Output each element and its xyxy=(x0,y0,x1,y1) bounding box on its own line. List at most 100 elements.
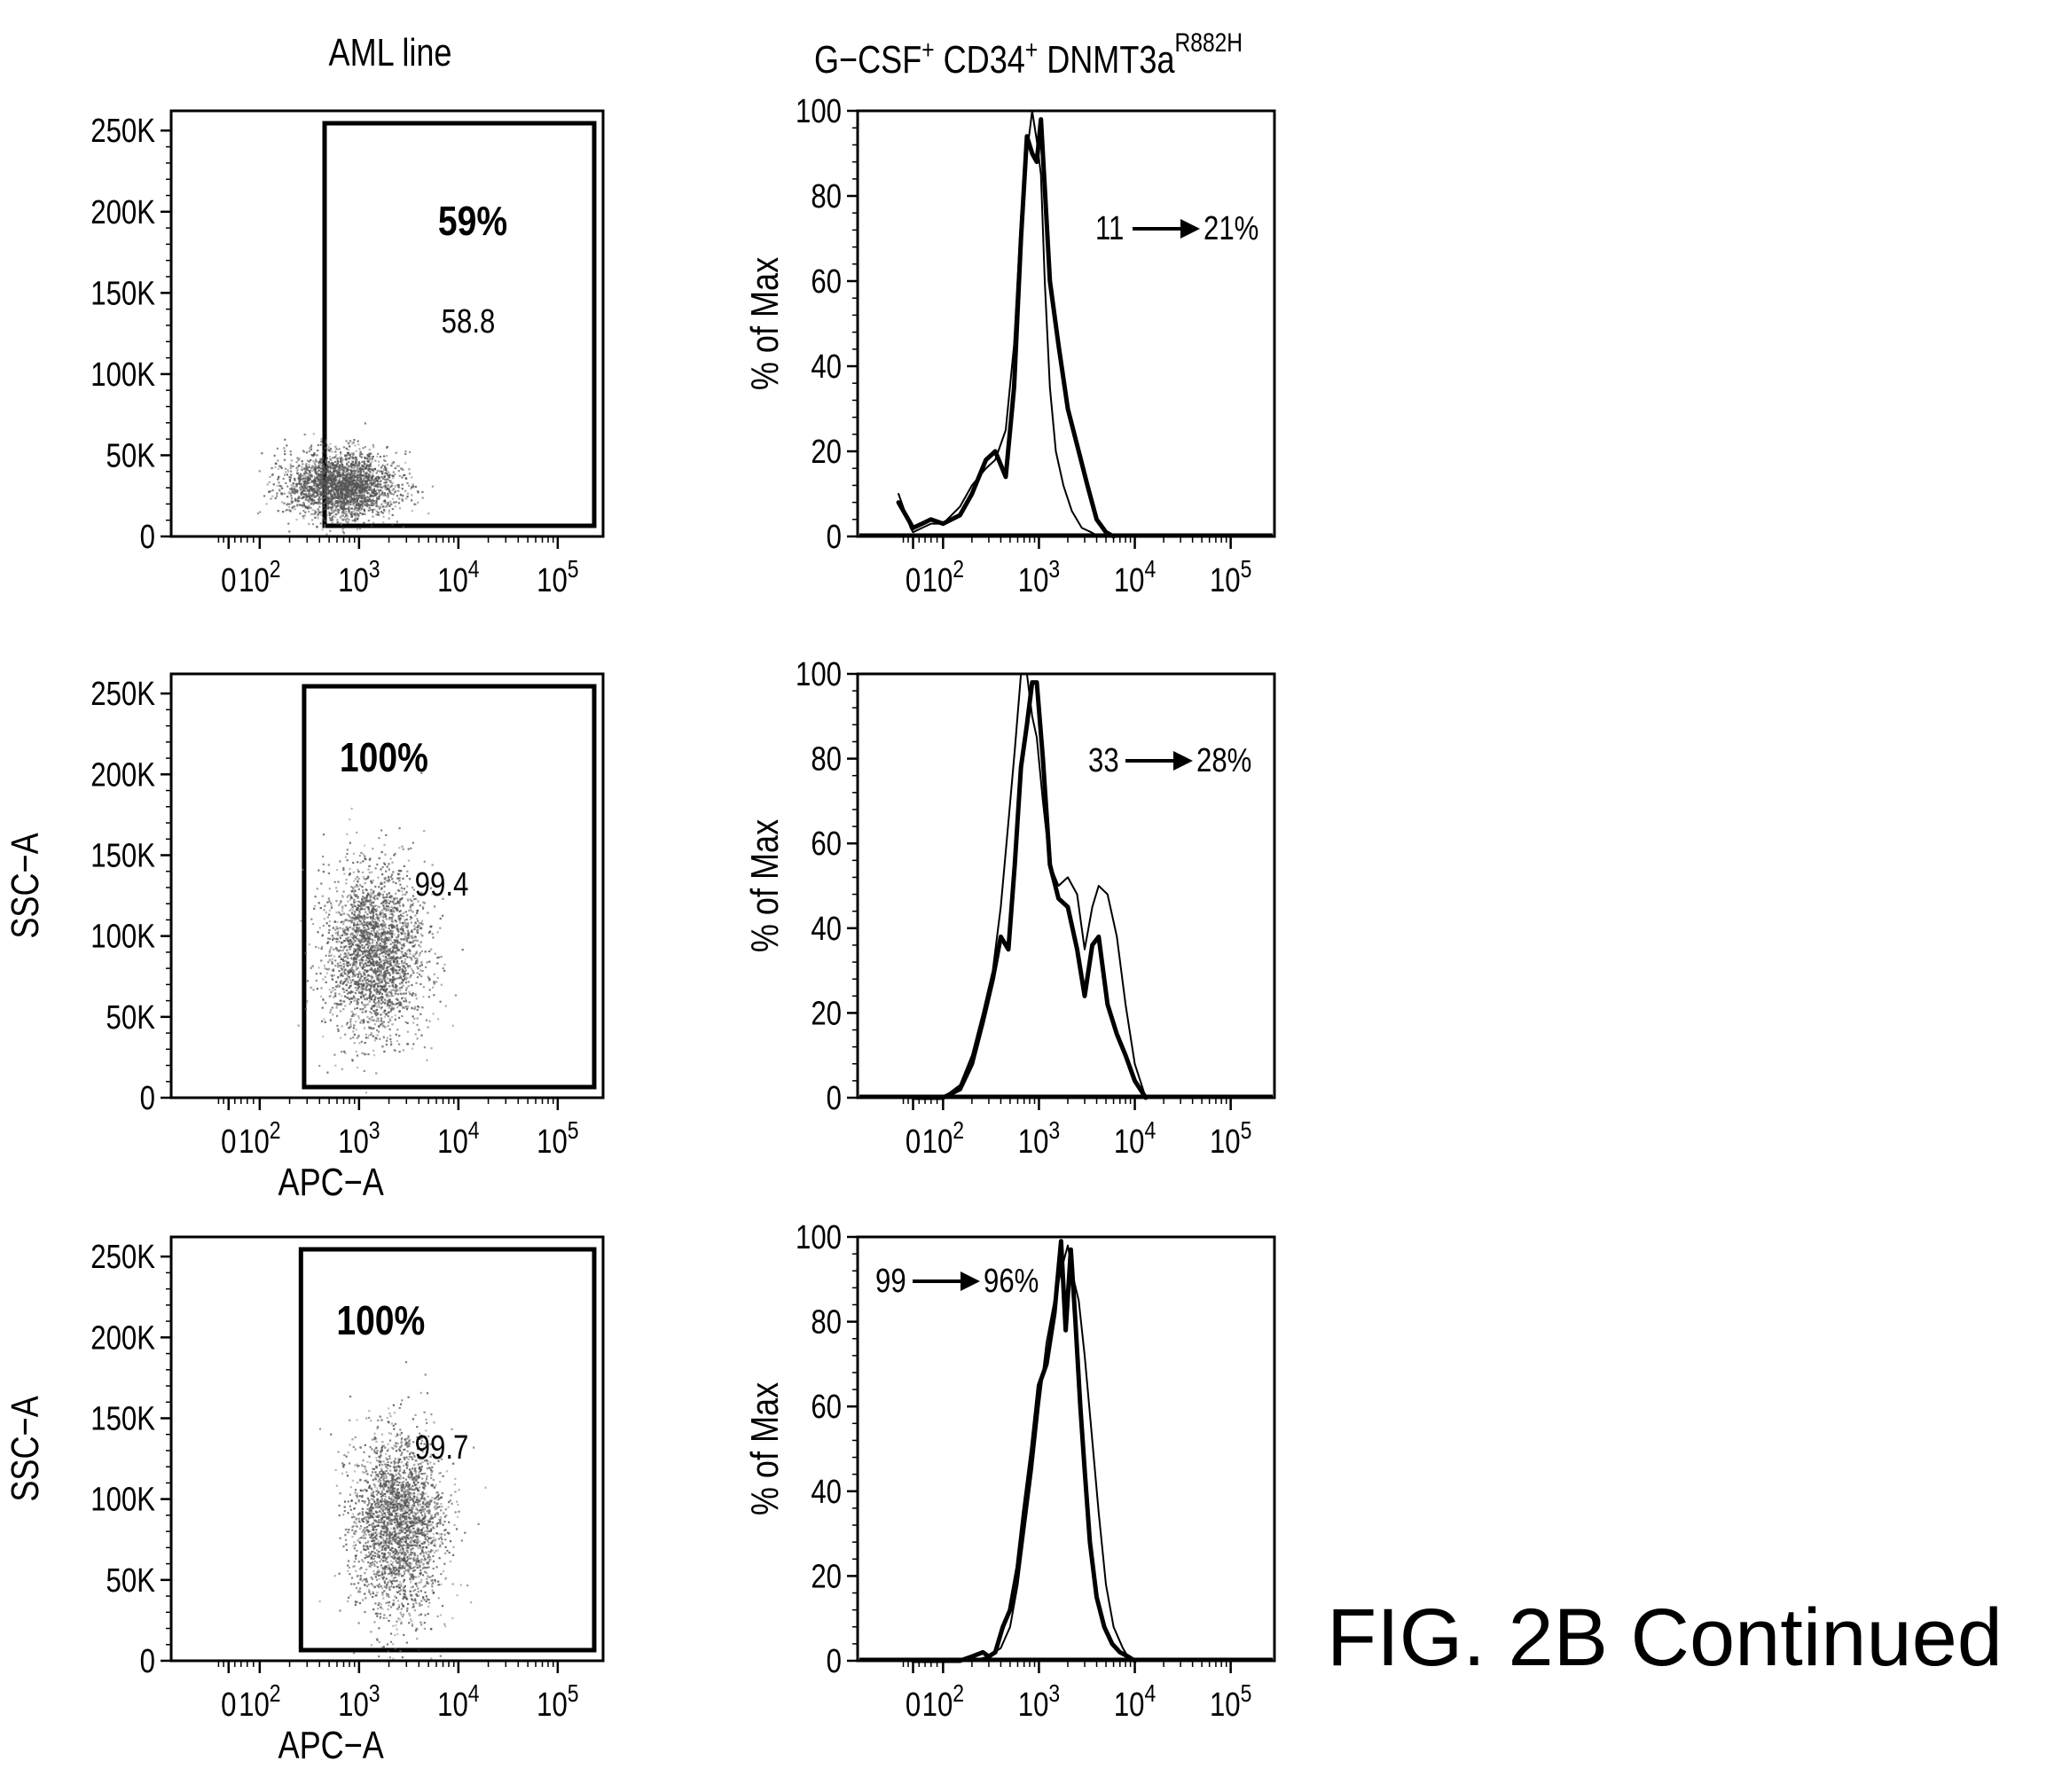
event-dot xyxy=(350,957,353,959)
event-dot xyxy=(315,973,318,975)
event-dot xyxy=(374,921,377,924)
event-dot xyxy=(376,863,379,866)
event-dot xyxy=(365,489,368,492)
event-dot xyxy=(370,917,372,919)
event-dot xyxy=(390,1006,393,1008)
event-dot xyxy=(412,904,414,906)
event-dot xyxy=(303,481,306,483)
event-dot xyxy=(336,1028,340,1030)
event-dot xyxy=(342,501,345,504)
event-dot xyxy=(393,1004,396,1006)
event-dot xyxy=(359,452,362,455)
event-dot xyxy=(397,1004,400,1006)
event-dot xyxy=(361,493,364,496)
event-dot xyxy=(407,935,410,937)
event-dot xyxy=(355,963,357,966)
event-dot xyxy=(356,1006,358,1009)
event-dot xyxy=(392,925,395,927)
event-dot xyxy=(318,486,320,489)
event-dot xyxy=(354,520,357,522)
event-dot xyxy=(364,954,366,957)
event-dot xyxy=(318,492,321,496)
event-dot xyxy=(353,1024,356,1027)
event-dot xyxy=(276,447,279,450)
event-dot xyxy=(340,946,342,949)
event-dot xyxy=(372,892,374,895)
event-dot xyxy=(300,473,302,475)
event-dot xyxy=(359,884,362,888)
event-dot xyxy=(352,502,355,505)
event-dot xyxy=(316,495,318,497)
event-dot xyxy=(383,902,386,904)
event-dot xyxy=(359,976,362,980)
event-dot xyxy=(377,967,380,970)
event-dot xyxy=(380,937,383,941)
event-dot xyxy=(358,506,361,509)
event-dot xyxy=(362,860,365,863)
event-dot xyxy=(378,982,380,984)
event-dot xyxy=(351,460,354,463)
event-dot xyxy=(374,935,377,938)
event-dot xyxy=(358,972,361,974)
event-dot xyxy=(376,915,379,918)
event-dot xyxy=(332,472,334,474)
event-dot xyxy=(353,1033,356,1036)
event-dot xyxy=(402,494,404,497)
event-dot xyxy=(363,480,365,482)
event-dot xyxy=(316,466,318,469)
event-dot xyxy=(334,928,337,931)
event-dot xyxy=(302,483,305,486)
event-dot xyxy=(329,529,332,532)
event-dot xyxy=(354,489,357,492)
event-dot xyxy=(373,481,376,484)
event-dot xyxy=(383,499,387,502)
event-dot xyxy=(312,489,315,492)
event-dot xyxy=(376,975,379,978)
event-dot xyxy=(375,975,378,978)
event-dot xyxy=(398,1043,401,1045)
event-dot xyxy=(355,487,357,489)
event-dot xyxy=(328,498,331,501)
event-dot xyxy=(341,942,343,944)
event-dot xyxy=(372,491,374,494)
event-dot xyxy=(397,502,401,505)
event-dot xyxy=(393,898,396,901)
event-dot xyxy=(354,500,357,503)
event-dot xyxy=(357,1017,360,1020)
event-dot xyxy=(364,945,366,948)
event-dot xyxy=(397,465,400,467)
event-dot xyxy=(330,902,333,904)
event-dot xyxy=(351,936,354,939)
event-dot xyxy=(357,471,360,473)
event-dot xyxy=(345,882,348,885)
event-dot xyxy=(377,967,380,970)
event-dot xyxy=(331,935,333,937)
event-dot xyxy=(305,487,308,489)
event-dot xyxy=(346,974,349,976)
event-dot xyxy=(371,490,373,493)
event-dot xyxy=(428,960,431,963)
event-dot xyxy=(360,490,363,493)
event-dot xyxy=(308,447,310,450)
event-dot xyxy=(298,480,301,482)
event-dot xyxy=(342,866,345,870)
event-dot xyxy=(329,467,332,470)
event-dot xyxy=(396,902,399,904)
event-dot xyxy=(313,451,316,454)
event-dot xyxy=(361,505,364,508)
event-dot xyxy=(376,930,379,933)
event-dot xyxy=(310,481,312,483)
event-dot xyxy=(364,918,366,920)
event-dot xyxy=(384,487,387,489)
event-dot xyxy=(381,505,384,508)
event-dot xyxy=(372,489,375,492)
event-dot xyxy=(376,982,380,985)
event-dot xyxy=(324,487,326,489)
event-dot xyxy=(322,504,325,506)
event-dot xyxy=(361,1011,364,1013)
event-dot xyxy=(349,1003,351,1006)
event-dot xyxy=(364,422,366,425)
event-dot xyxy=(313,482,316,485)
event-dot xyxy=(319,471,322,473)
event-dot xyxy=(351,909,354,912)
